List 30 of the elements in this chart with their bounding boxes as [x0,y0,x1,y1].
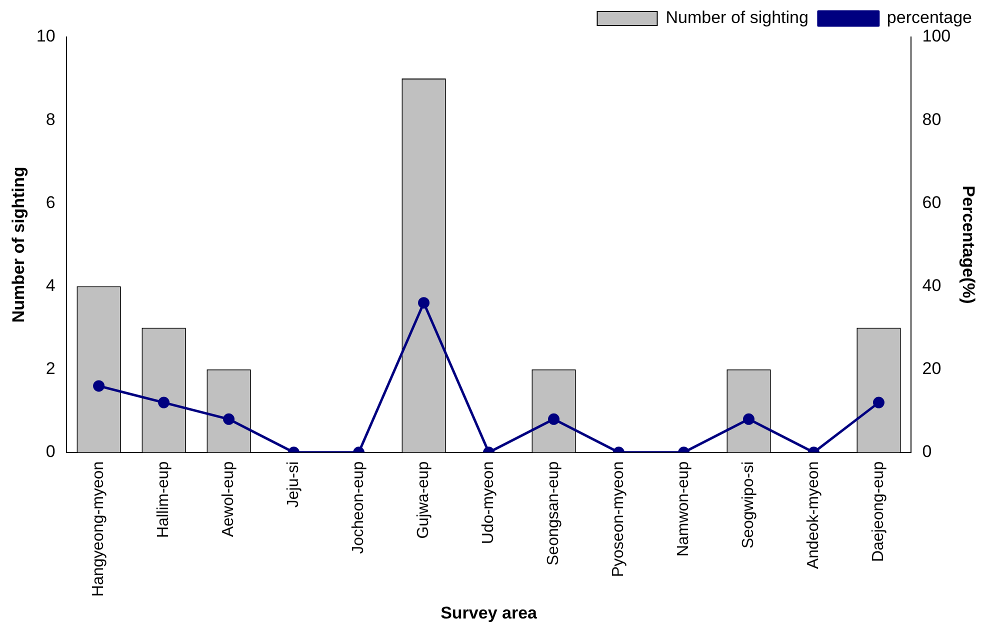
x-tick-label: Gujwa-eup [415,461,432,539]
x-tick-label: Hangyeong-myeon [90,461,108,597]
y-tick-label: 6 [46,192,56,212]
x-tick-label: Jocheon-eup [350,461,368,554]
y-tick-label: 4 [46,276,56,295]
y-tick-label: 2 [46,359,56,378]
y-tick-label: 8 [46,110,56,129]
x-axis-title: Survey area [440,603,538,622]
y2-tick-label: 100 [922,26,951,46]
y2-axis-title: Percentage(%) [959,186,978,304]
x-tick-label: Namwon-eup [675,461,692,557]
y2-tick-label: 40 [922,276,942,295]
x-tick-label: Daejeong-eup [870,461,888,562]
x-tick-label: Pyoseon-myeon [610,461,628,578]
y2-tick-label: 80 [922,110,942,129]
legend-label: Number of sighting [666,8,808,28]
x-tick-label: Seogwipo-si [740,461,758,549]
x-tick-label: Jeju-si [285,461,302,508]
x-tick-label: Hallim-eup [155,461,172,538]
y-tick-label: 10 [36,26,56,46]
y-axis-title: Number of sighting [8,166,28,323]
y2-tick-label: 60 [922,192,942,212]
x-tick-label: Aewol-eup [220,461,238,538]
x-tick-label: Seongsan-eup [545,461,562,566]
y2-tick-label: 0 [922,442,932,462]
x-tick-label: Udo-myeon [480,461,498,544]
y-tick-label: 0 [46,442,56,462]
legend-label: percentage [886,8,972,28]
y2-tick-label: 20 [922,359,942,378]
x-tick-label: Andeok-myeon [805,461,822,570]
